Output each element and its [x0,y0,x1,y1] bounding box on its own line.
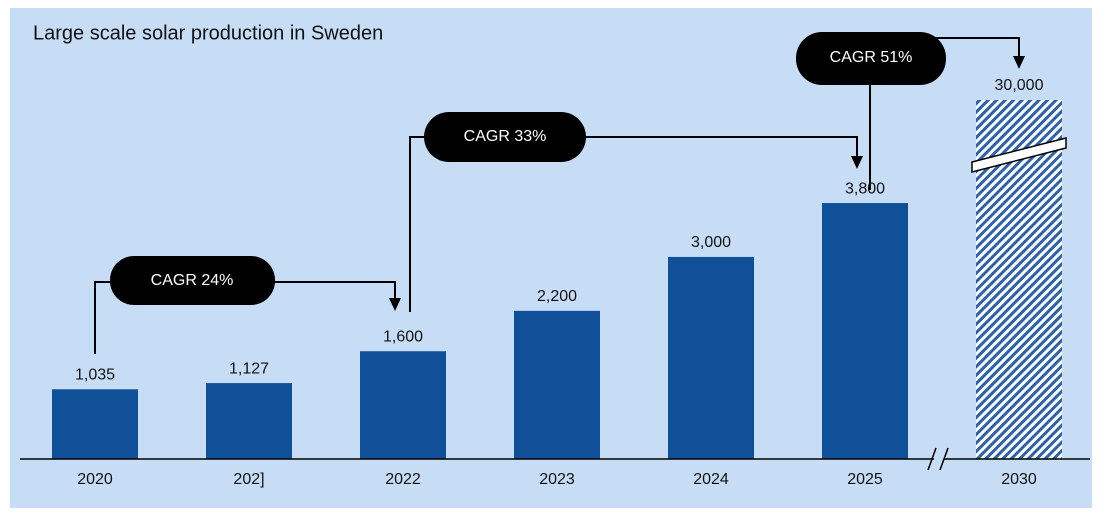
value-label: 2,200 [537,288,577,305]
x-tick-label: 2025 [847,471,883,488]
value-label: 1,127 [229,360,269,377]
value-label: 1,600 [383,328,423,345]
cagr-pill: CAGR 24% [110,256,275,305]
cagr-label: CAGR 24% [151,272,234,289]
bar [822,203,908,459]
x-tick-label: 2023 [539,471,575,488]
bar [206,383,292,459]
cagr-label: CAGR 33% [464,128,547,145]
x-tick-label: 2020 [77,471,113,488]
bars [52,100,1067,459]
bar [514,310,600,459]
value-label: 30,000 [995,77,1044,94]
cagr-pill: CAGR 51% [796,32,946,85]
axis-break [927,447,949,471]
bar-break [971,137,1067,173]
bar [360,351,446,459]
x-tick-label: 2024 [693,471,729,488]
cagr-pill: CAGR 33% [424,112,586,162]
value-label: 3,800 [845,180,885,197]
x-tick-label: 202] [233,471,264,488]
cagr-label: CAGR 51% [830,49,913,66]
x-tick-label: 2022 [385,471,421,488]
x-tick-label: 2030 [1001,471,1037,488]
chart-title: Large scale solar production in Sweden [33,22,383,44]
bar [668,256,754,459]
arrowheads [389,56,1025,311]
value-label: 3,000 [691,234,731,251]
bar [52,389,138,459]
value-label: 1,035 [75,367,115,384]
